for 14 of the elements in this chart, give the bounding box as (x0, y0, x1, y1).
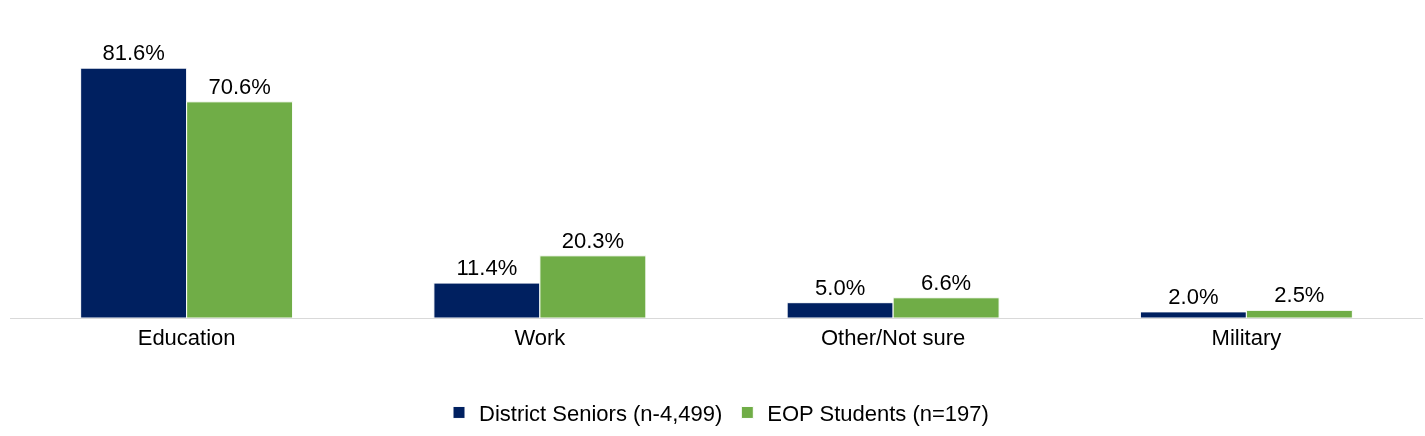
legend-label: EOP Students (n=197) (767, 401, 989, 427)
x-tick-label: Education (137, 325, 236, 351)
data-label: 2.0% (1168, 283, 1219, 309)
data-label: 6.6% (921, 269, 972, 295)
x-tick-label: Other/Not sure (820, 325, 966, 351)
data-label: 20.3% (561, 227, 625, 253)
data-label: 11.4% (456, 255, 518, 281)
legend-label: District Seniors (n-4,499) (479, 401, 723, 427)
data-label: 81.6% (102, 40, 165, 66)
x-tick-label: Work (514, 325, 567, 351)
data-label: 70.6% (208, 73, 271, 99)
data-label: 5.0% (815, 274, 866, 300)
data-label: 2.5% (1274, 282, 1325, 308)
x-tick-label: Military (1211, 325, 1282, 351)
